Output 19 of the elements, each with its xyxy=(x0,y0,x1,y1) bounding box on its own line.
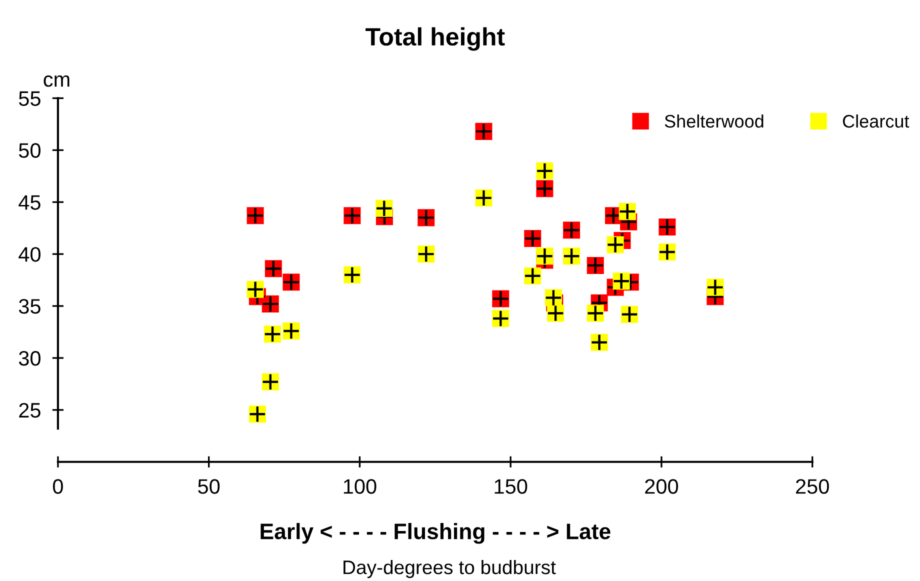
y-axis-title: cm xyxy=(44,75,70,87)
x-tick-label: 150 xyxy=(494,479,528,494)
y-tick-label: 30 xyxy=(18,350,40,366)
y-tick-label: 55 xyxy=(18,91,40,106)
y-tick-label: 25 xyxy=(19,402,40,418)
y-tick-label: 50 xyxy=(18,143,40,158)
y-tick-label: 40 xyxy=(18,247,40,262)
x-tick-label: 100 xyxy=(344,479,376,494)
x-tick-label: 200 xyxy=(645,479,678,494)
y-tick-label: 35 xyxy=(18,299,40,314)
text: Day-degrees to budburst xyxy=(344,560,556,578)
x-axis-title: Early < - - - - Flushing - - - - > Late xyxy=(260,522,610,544)
x-tick-label: 0 xyxy=(52,479,63,494)
x-tick-label: 250 xyxy=(796,479,829,494)
chart-title: Total height xyxy=(366,27,505,51)
legend-label: Clearcut xyxy=(842,114,910,128)
legend-label: Shelterwood xyxy=(664,114,764,128)
y-tick-label: 45 xyxy=(18,195,40,210)
x-tick-label: 50 xyxy=(198,479,220,494)
